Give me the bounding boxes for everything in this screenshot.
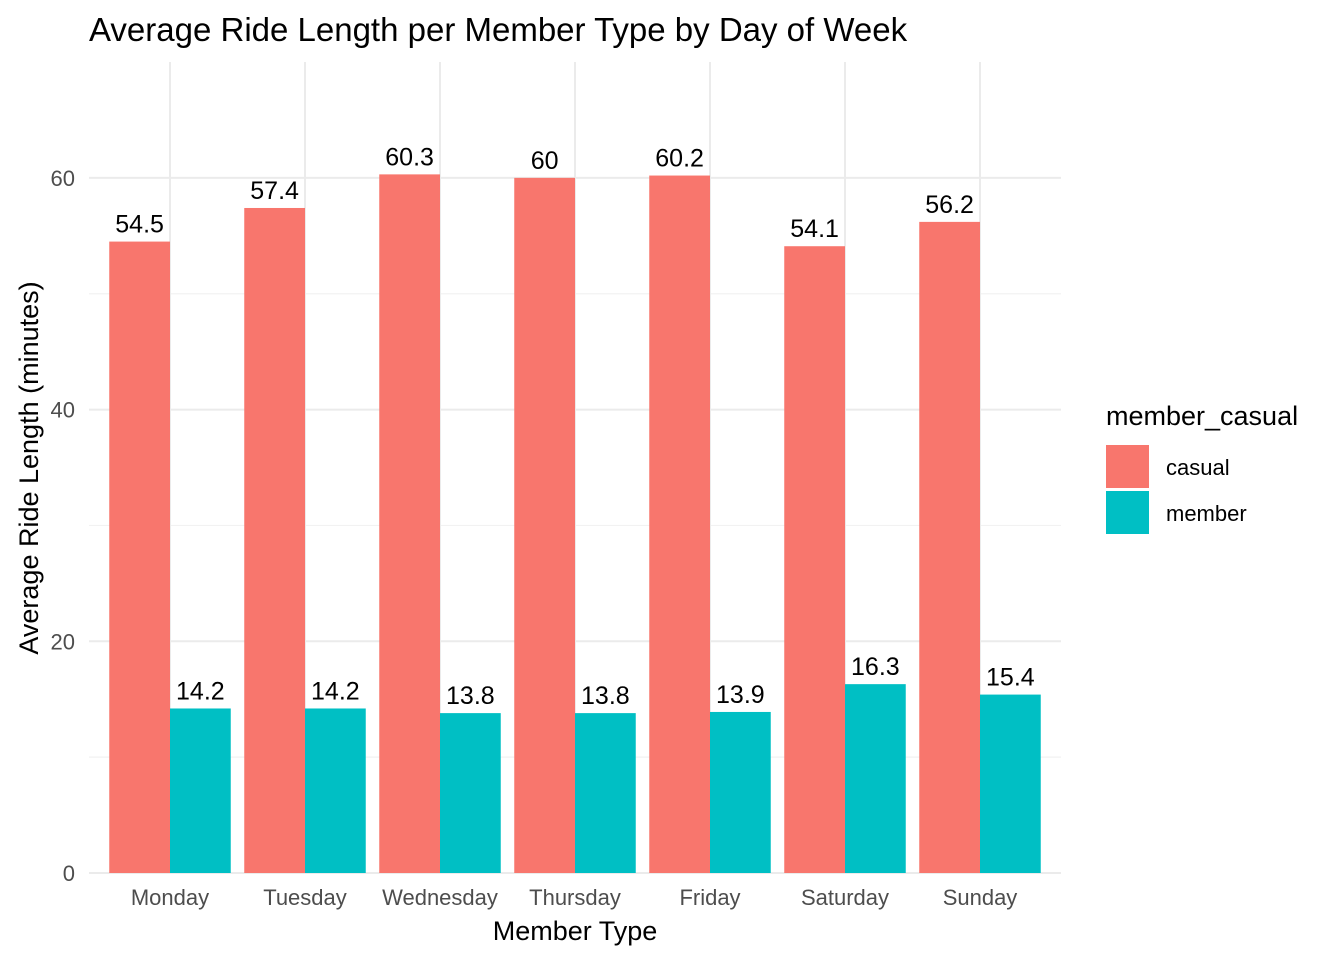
y-tick-label: 40 — [51, 398, 75, 423]
data-label-casual-thursday: 60 — [531, 147, 559, 175]
data-labels: 54.5 57.4 60.3 60 60.2 54.1 56.2 14.2 14.2 13.8 13… — [115, 143, 1035, 710]
bars — [109, 174, 1041, 874]
data-label-casual-saturday: 54.1 — [790, 215, 839, 243]
bar-member-sunday — [980, 694, 1041, 873]
data-label-member-wednesday: 13.8 — [446, 682, 495, 710]
data-label-member-friday: 13.9 — [716, 681, 765, 709]
bar-member-friday — [710, 711, 771, 873]
data-label-casual-sunday: 56.2 — [925, 191, 974, 219]
bar-casual-monday — [109, 241, 170, 874]
y-axis-ticks: 0 20 40 60 — [51, 166, 75, 886]
legend: member_casual casual member — [1106, 401, 1298, 534]
y-tick-label: 20 — [51, 629, 75, 654]
bar-casual-sunday — [919, 221, 980, 873]
x-tick-label: Sunday — [943, 885, 1018, 910]
data-label-casual-tuesday: 57.4 — [250, 177, 299, 205]
bar-casual-tuesday — [244, 207, 305, 874]
legend-items: casual member — [1106, 445, 1247, 534]
data-label-member-saturday: 16.3 — [851, 653, 900, 681]
bar-member-wednesday — [440, 713, 501, 873]
legend-swatch-casual — [1106, 445, 1149, 488]
legend-label-member: member — [1166, 501, 1247, 526]
bar-casual-wednesday — [379, 174, 440, 874]
data-label-casual-monday: 54.5 — [115, 211, 164, 239]
data-label-member-thursday: 13.8 — [581, 682, 630, 710]
bar-casual-thursday — [514, 177, 575, 873]
bar-member-saturday — [845, 684, 906, 873]
x-axis-title: Member Type — [493, 916, 658, 946]
chart-title: Average Ride Length per Member Type by D… — [89, 11, 908, 48]
data-label-casual-wednesday: 60.3 — [385, 143, 434, 171]
y-tick-label: 0 — [63, 861, 75, 886]
y-axis-title: Average Ride Length (minutes) — [14, 281, 44, 654]
data-label-member-monday: 14.2 — [176, 677, 225, 705]
x-tick-label: Tuesday — [263, 885, 347, 910]
x-tick-label: Friday — [679, 885, 740, 910]
bar-casual-saturday — [784, 246, 845, 873]
legend-label-casual: casual — [1166, 455, 1230, 480]
bar-casual-friday — [649, 175, 710, 874]
x-tick-label: Monday — [131, 885, 209, 910]
legend-swatch-member — [1106, 491, 1149, 534]
x-axis-ticks: Monday Tuesday Wednesday Thursday Friday Satu… — [131, 885, 1017, 910]
x-tick-label: Wednesday — [382, 885, 498, 910]
bar-member-thursday — [575, 713, 636, 873]
bar-member-tuesday — [305, 708, 366, 873]
y-tick-label: 60 — [51, 166, 75, 191]
data-label-member-tuesday: 14.2 — [311, 677, 360, 705]
bar-member-monday — [170, 708, 231, 873]
data-label-casual-friday: 60.2 — [655, 145, 704, 173]
x-tick-label: Saturday — [801, 885, 889, 910]
legend-title: member_casual — [1106, 401, 1298, 431]
x-tick-label: Thursday — [529, 885, 621, 910]
data-label-member-sunday: 15.4 — [986, 664, 1035, 692]
